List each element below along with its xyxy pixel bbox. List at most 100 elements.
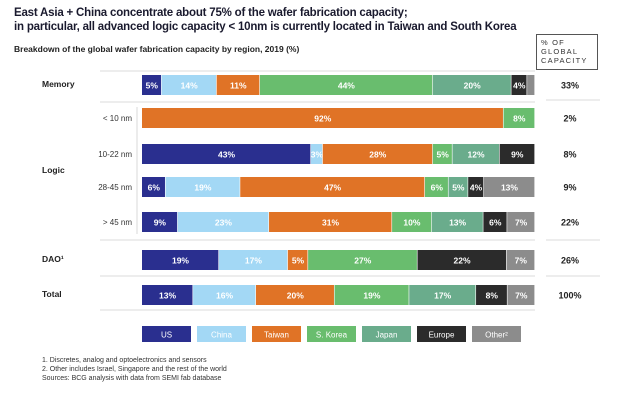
group-label-total: Total bbox=[42, 289, 62, 299]
bar-segment-total-europe bbox=[476, 285, 507, 305]
group-label-logic: Logic bbox=[42, 165, 65, 175]
bar-segment-memory-other bbox=[527, 75, 535, 95]
footnote-1: 1. Discretes, analog and optoelectronics… bbox=[42, 357, 207, 364]
footnote-2: 2. Other includes Israel, Singapore and … bbox=[42, 366, 227, 373]
bar-segment-memory-europe bbox=[511, 75, 527, 95]
data-label-logic-2845nm-japan: 5% bbox=[452, 183, 465, 193]
bar-segment-memory-skorea bbox=[259, 75, 433, 95]
chart-title: East Asia + China concentrate about 75% … bbox=[14, 6, 517, 34]
legend-label-europe: Europe bbox=[429, 331, 455, 340]
data-label-total-skorea: 19% bbox=[363, 291, 380, 301]
bar-segment-logic-45nm-china bbox=[177, 212, 269, 232]
data-label-dao-taiwan: 5% bbox=[292, 256, 305, 266]
data-label-logic-2845nm-taiwan: 47% bbox=[324, 183, 341, 193]
bar-segment-logic-2845nm-taiwan bbox=[240, 177, 425, 197]
bar-segment-logic-2845nm-china bbox=[165, 177, 240, 197]
bar-segment-memory-taiwan bbox=[216, 75, 260, 95]
share-column-header: % OF GLOBAL CAPACITY bbox=[536, 34, 598, 70]
bar-segment-dao-taiwan bbox=[287, 250, 308, 270]
data-label-logic-1022nm-china: 3% bbox=[311, 150, 324, 160]
bar-segment-total-us bbox=[142, 285, 193, 305]
bar-segment-logic-45nm-us bbox=[142, 212, 178, 232]
data-label-logic-45nm-taiwan: 31% bbox=[322, 218, 339, 228]
legend-swatch-skorea bbox=[307, 326, 356, 342]
row-label-logic-45nm: > 45 nm bbox=[103, 218, 132, 227]
bar-segment-memory-china bbox=[161, 75, 217, 95]
bar-segment-logic-1022nm-taiwan bbox=[322, 144, 433, 164]
row-label-logic-2845nm: 28-45 nm bbox=[98, 183, 132, 192]
legend-label-japan: Japan bbox=[376, 331, 398, 340]
data-label-dao-skorea: 27% bbox=[354, 256, 371, 266]
data-label-dao-china: 17% bbox=[245, 256, 262, 266]
data-label-total-europe: 8% bbox=[486, 291, 499, 301]
data-label-dao-other: 7% bbox=[515, 256, 528, 266]
bar-segment-logic-1022nm-europe bbox=[499, 144, 535, 164]
data-label-memory-japan: 20% bbox=[464, 81, 481, 91]
group-label-memory: Memory bbox=[42, 79, 75, 89]
legend-label-taiwan: Taiwan bbox=[264, 331, 289, 340]
data-label-logic-45nm-skorea: 10% bbox=[403, 218, 420, 228]
data-label-total-japan: 17% bbox=[434, 291, 451, 301]
legend-swatch-taiwan bbox=[252, 326, 301, 342]
data-label-logic-2845nm-us: 6% bbox=[148, 183, 161, 193]
data-label-total-china: 16% bbox=[216, 291, 233, 301]
bar-segment-logic-1022nm-china bbox=[310, 144, 323, 164]
bar-segment-total-other bbox=[507, 285, 535, 305]
bar-segment-logic-45nm-other bbox=[507, 212, 535, 232]
bar-segment-total-japan bbox=[409, 285, 476, 305]
bar-segment-logic-45nm-europe bbox=[483, 212, 507, 232]
bar-segment-dao-europe bbox=[417, 250, 507, 270]
legend-label-china: China bbox=[211, 331, 232, 340]
data-label-logic-45nm-europe: 6% bbox=[489, 218, 502, 228]
data-label-memory-skorea: 44% bbox=[338, 81, 355, 91]
data-label-logic-2845nm-europe: 4% bbox=[470, 183, 483, 193]
data-label-logic-45nm-us: 9% bbox=[154, 218, 167, 228]
data-label-logic-2845nm-skorea: 6% bbox=[431, 183, 444, 193]
bar-segment-logic-45nm-japan bbox=[431, 212, 483, 232]
bar-segment-memory-japan bbox=[432, 75, 511, 95]
data-label-logic-45nm-other: 7% bbox=[515, 218, 528, 228]
bar-segment-logic-2845nm-skorea bbox=[424, 177, 448, 197]
footnotes: 1. Discretes, analog and optoelectronics… bbox=[42, 356, 227, 383]
bar-segment-logic-45nm-taiwan bbox=[269, 212, 392, 232]
data-label-memory-europe: 4% bbox=[513, 81, 526, 91]
data-label-logic-45nm-china: 23% bbox=[215, 218, 232, 228]
bar-segment-logic-45nm-skorea bbox=[392, 212, 432, 232]
bar-segment-logic-2845nm-other bbox=[483, 177, 535, 197]
share-value-dao: 26% bbox=[561, 256, 579, 266]
data-label-dao-europe: 22% bbox=[454, 256, 471, 266]
bar-segment-logic-10nm-taiwan bbox=[142, 108, 503, 128]
data-label-total-taiwan: 20% bbox=[287, 291, 304, 301]
legend-swatch-japan bbox=[362, 326, 411, 342]
bar-segment-dao-skorea bbox=[308, 250, 417, 270]
share-value-total: 100% bbox=[558, 291, 581, 301]
bar-segment-total-skorea bbox=[334, 285, 409, 305]
data-label-total-other: 7% bbox=[515, 291, 528, 301]
row-label-logic-10nm: < 10 nm bbox=[103, 114, 132, 123]
data-label-logic-1022nm-taiwan: 28% bbox=[369, 150, 386, 160]
legend-swatch-china bbox=[197, 326, 246, 342]
title-line-1: East Asia + China concentrate about 75% … bbox=[14, 7, 408, 19]
bar-segment-logic-10nm-skorea bbox=[503, 108, 535, 128]
share-value-logic-2845nm: 9% bbox=[563, 183, 576, 193]
data-label-memory-taiwan: 11% bbox=[230, 81, 247, 91]
bar-segment-memory-us bbox=[142, 75, 162, 95]
bar-segment-logic-1022nm-us bbox=[142, 144, 311, 164]
legend-label-skorea: S. Korea bbox=[316, 331, 348, 340]
data-label-logic-1022nm-us: 43% bbox=[218, 150, 235, 160]
legend-label-us: US bbox=[161, 331, 172, 340]
share-header-line-3: CAPACITY bbox=[541, 56, 588, 65]
data-label-logic-2845nm-china: 19% bbox=[194, 183, 211, 193]
data-label-total-us: 13% bbox=[159, 291, 176, 301]
footnote-sources: Sources: BCG analysis with data from SEM… bbox=[42, 375, 222, 382]
data-label-logic-1022nm-japan: 12% bbox=[468, 150, 485, 160]
group-label-dao: DAO¹ bbox=[42, 254, 64, 264]
data-label-memory-us: 5% bbox=[146, 81, 159, 91]
share-header-line-2: GLOBAL bbox=[541, 47, 579, 56]
share-value-memory: 33% bbox=[561, 81, 579, 91]
bar-segment-logic-2845nm-japan bbox=[448, 177, 468, 197]
title-line-2: in particular, all advanced logic capaci… bbox=[14, 21, 517, 33]
data-label-logic-45nm-japan: 13% bbox=[449, 218, 466, 228]
share-value-logic-1022nm: 8% bbox=[563, 150, 576, 160]
bar-segment-logic-2845nm-us bbox=[142, 177, 165, 197]
